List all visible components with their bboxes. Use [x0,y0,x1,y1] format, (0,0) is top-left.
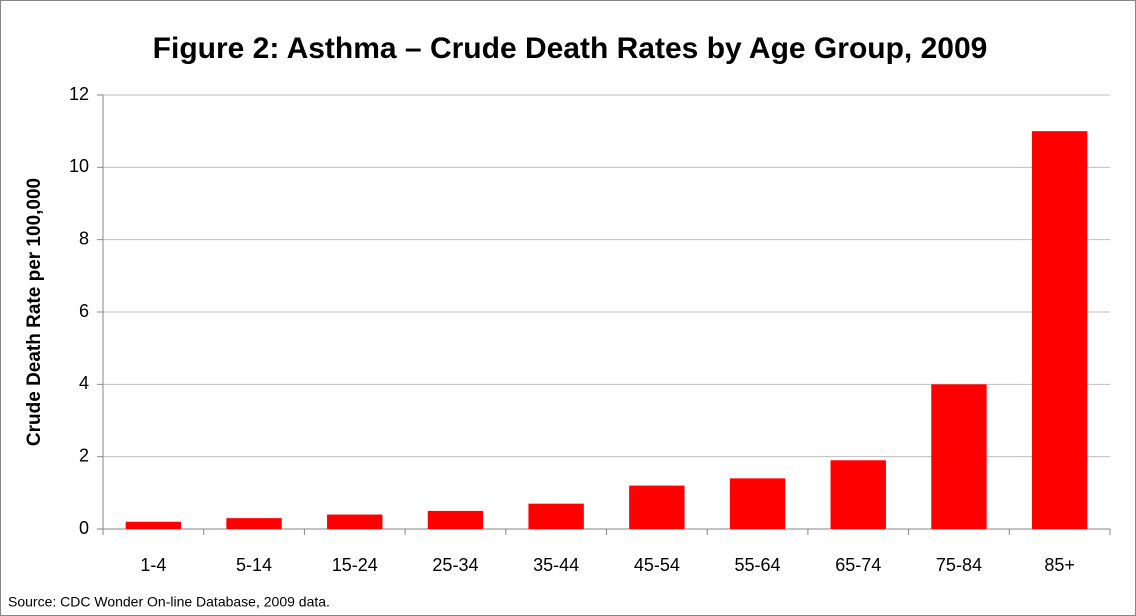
y-tick-label: 0 [79,518,89,538]
x-tick-label: 5-14 [236,555,272,575]
bar [1031,131,1088,529]
y-tick-label: 4 [79,373,89,393]
chart-title: Figure 2: Asthma – Crude Death Rates by … [153,32,988,65]
bar [931,384,987,529]
y-tick-label: 12 [69,84,89,104]
y-tick-label: 6 [79,301,89,321]
x-tick-label: 45-54 [634,555,680,575]
bar [830,460,886,529]
x-tick-label: 25-34 [432,555,478,575]
bar [226,518,282,529]
x-tick-label: 15-24 [332,555,378,575]
x-tick-label: 65-74 [835,555,881,575]
x-tick-label: 1-4 [140,555,166,575]
bar [125,521,182,529]
source-note: Source: CDC Wonder On-line Database, 200… [8,594,330,610]
bar [427,510,484,529]
y-tick-label: 10 [69,156,89,176]
x-tick-label: 85+ [1044,555,1075,575]
bar [528,503,584,529]
x-tick-label: 35-44 [533,555,579,575]
bar [729,478,786,529]
bar [327,514,383,529]
x-tick-label: 55-64 [735,555,781,575]
y-axis-label: Crude Death Rate per 100,000 [24,178,45,446]
x-tick-label: 75-84 [936,555,982,575]
y-tick-label: 2 [79,445,89,465]
bar [629,485,685,529]
y-tick-label: 8 [79,228,89,248]
